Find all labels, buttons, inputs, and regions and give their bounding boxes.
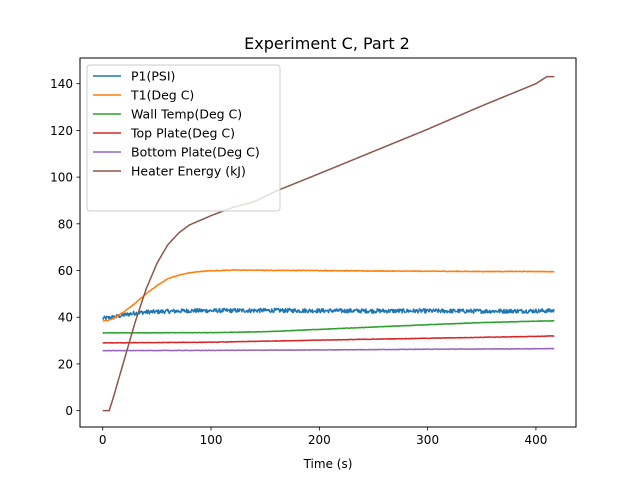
x-tick-label: 300 (416, 433, 439, 447)
legend-label: Wall Temp(Deg C) (131, 107, 242, 122)
y-tick-label: 40 (58, 311, 73, 325)
legend-label: Bottom Plate(Deg C) (131, 145, 260, 160)
x-tick-label: 0 (99, 433, 107, 447)
y-tick-label: 120 (50, 124, 73, 138)
y-tick-label: 100 (50, 171, 73, 185)
series-line-6 (102, 75, 555, 412)
y-tick-label: 0 (65, 404, 73, 418)
x-tick-label: 400 (524, 433, 547, 447)
plot-frame (79, 57, 577, 428)
y-tick-label: 60 (58, 264, 73, 278)
y-tick-label: 140 (50, 77, 73, 91)
y-tick-label: 20 (58, 357, 73, 371)
legend-label: P1(PSI) (131, 69, 175, 84)
series-line-1 (102, 307, 555, 321)
x-axis: 0 100 200 300 400 (99, 427, 547, 447)
legend-label: T1(Deg C) (130, 88, 194, 103)
legend: P1(PSI) T1(Deg C) Wall Temp(Deg C) Top Plat… (86, 64, 281, 212)
x-axis-label: Time (s) (303, 457, 353, 471)
series-layer (102, 75, 555, 412)
y-tick-label: 80 (58, 217, 73, 231)
series-line-5 (102, 347, 555, 352)
chart-title: Experiment C, Part 2 (244, 34, 410, 53)
legend-label: Top Plate(Deg C) (130, 126, 235, 141)
x-tick-label: 100 (200, 433, 223, 447)
legend-label: Heater Energy (kJ) (131, 164, 246, 179)
series-line-4 (102, 335, 555, 344)
series-line-3 (102, 319, 555, 334)
x-tick-label: 200 (308, 433, 331, 447)
series-line-2 (102, 268, 555, 322)
y-axis: 0 20 40 60 80 100 120 140 (50, 77, 80, 418)
legend-box (86, 64, 281, 212)
